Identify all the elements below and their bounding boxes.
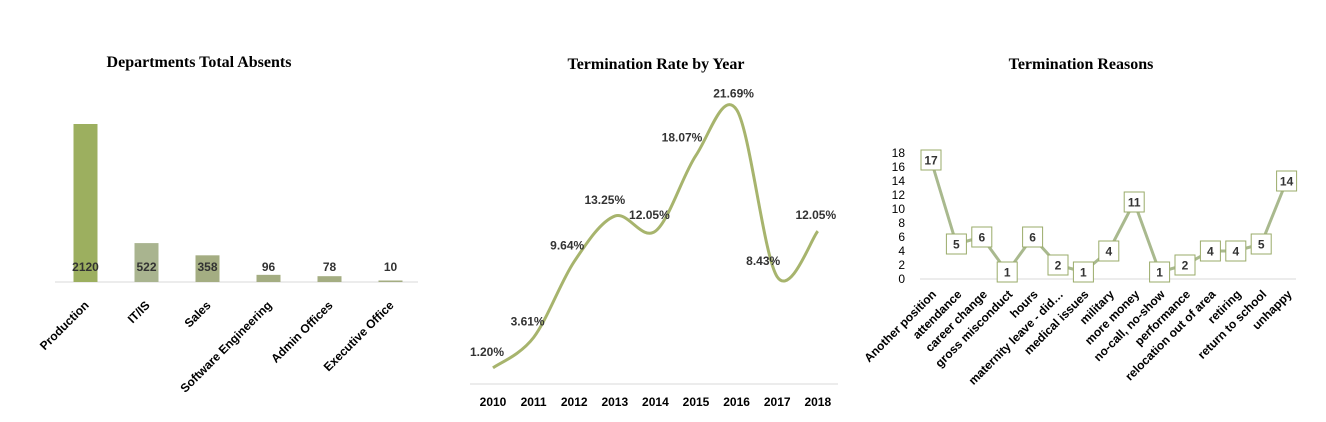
data-label: 9.64% (550, 239, 584, 253)
data-label: 8.43% (746, 254, 780, 268)
data-label: 1 (1080, 266, 1087, 280)
data-label: 78 (323, 260, 337, 274)
data-label: 11 (1128, 196, 1141, 210)
y-tick-label: 2 (898, 258, 905, 272)
y-tick-label: 10 (892, 202, 906, 216)
data-label: 358 (197, 260, 217, 274)
data-marker (996, 261, 1018, 283)
x-tick-label: Sales (182, 298, 214, 330)
series-line (492, 103, 820, 370)
data-label: 1.20% (470, 345, 504, 359)
x-tick-label: 2012 (561, 395, 588, 409)
y-tick-label: 4 (898, 244, 905, 258)
data-label: 5 (1258, 238, 1265, 252)
y-tick-label: 0 (898, 272, 905, 286)
y-tick-label: 16 (892, 160, 906, 174)
data-marker (1276, 170, 1298, 192)
bar (195, 255, 220, 282)
data-label: 4 (1232, 245, 1239, 259)
data-label: 21.69% (713, 87, 754, 101)
x-tick-label: Production (37, 298, 92, 353)
x-tick-label: 2011 (521, 395, 547, 409)
chart-title: Departments Total Absents (107, 54, 292, 71)
x-tick-label: 2013 (601, 395, 628, 409)
data-marker (1047, 254, 1069, 276)
data-label: 522 (136, 260, 156, 274)
chart-title: Termination Rate by Year (567, 56, 744, 73)
data-label: 4 (1207, 245, 1214, 259)
x-tick-label: 2017 (764, 395, 791, 409)
data-label: 10 (384, 260, 398, 274)
x-tick-label: 2015 (683, 395, 710, 409)
departments-absents-chart: Departments Total Absents 2120 Production… (37, 54, 418, 395)
bar (256, 274, 281, 282)
chart-title: Termination Reasons (1009, 56, 1154, 73)
termination-reasons-chart: Termination Reasons 02468101214161817Ano… (861, 56, 1298, 388)
data-marker (945, 233, 967, 255)
bar (317, 276, 342, 282)
data-label: 96 (262, 260, 276, 274)
y-tick-label: 18 (892, 146, 906, 160)
data-label: 1 (1004, 266, 1011, 280)
data-label: 13.25% (584, 193, 625, 207)
data-label: 17 (924, 154, 938, 168)
data-label: 3.61% (511, 315, 545, 329)
x-tick-label: IT/IS (125, 298, 153, 326)
y-tick-label: 14 (892, 174, 906, 188)
data-label: 4 (1105, 245, 1112, 259)
data-marker (1174, 254, 1196, 276)
data-marker (1098, 240, 1120, 262)
x-tick-label: 2014 (642, 395, 669, 409)
x-tick-label: Admin Offices (268, 298, 336, 366)
data-marker (971, 226, 993, 248)
bar (73, 124, 98, 282)
data-marker (1149, 261, 1171, 283)
data-marker (1199, 240, 1221, 262)
data-label: 2120 (72, 260, 99, 274)
data-marker (1022, 226, 1044, 248)
data-marker (1250, 233, 1272, 255)
data-label: 18.07% (662, 130, 703, 144)
data-marker (1225, 240, 1247, 262)
bar (134, 243, 159, 282)
termination-rate-chart: Termination Rate by Year 1.20% 2010 3.61% 2… (470, 56, 838, 409)
data-label: 12.05% (629, 208, 670, 222)
data-label: 12.05% (795, 208, 836, 222)
data-label: 2 (1182, 259, 1189, 273)
x-tick-label: 2016 (723, 395, 750, 409)
data-marker (920, 149, 942, 171)
data-label: 2 (1055, 259, 1062, 273)
data-label: 14 (1280, 175, 1294, 189)
data-marker (1072, 261, 1094, 283)
y-tick-label: 12 (892, 188, 906, 202)
data-marker (1123, 191, 1145, 213)
data-label: 6 (978, 231, 985, 245)
data-label: 5 (953, 238, 960, 252)
y-tick-label: 8 (898, 216, 905, 230)
x-tick-label: 2010 (480, 395, 507, 409)
x-tick-label: 2018 (804, 395, 831, 409)
bar (378, 280, 403, 282)
y-tick-label: 6 (898, 230, 905, 244)
data-label: 6 (1029, 231, 1036, 245)
data-label: 1 (1156, 266, 1163, 280)
